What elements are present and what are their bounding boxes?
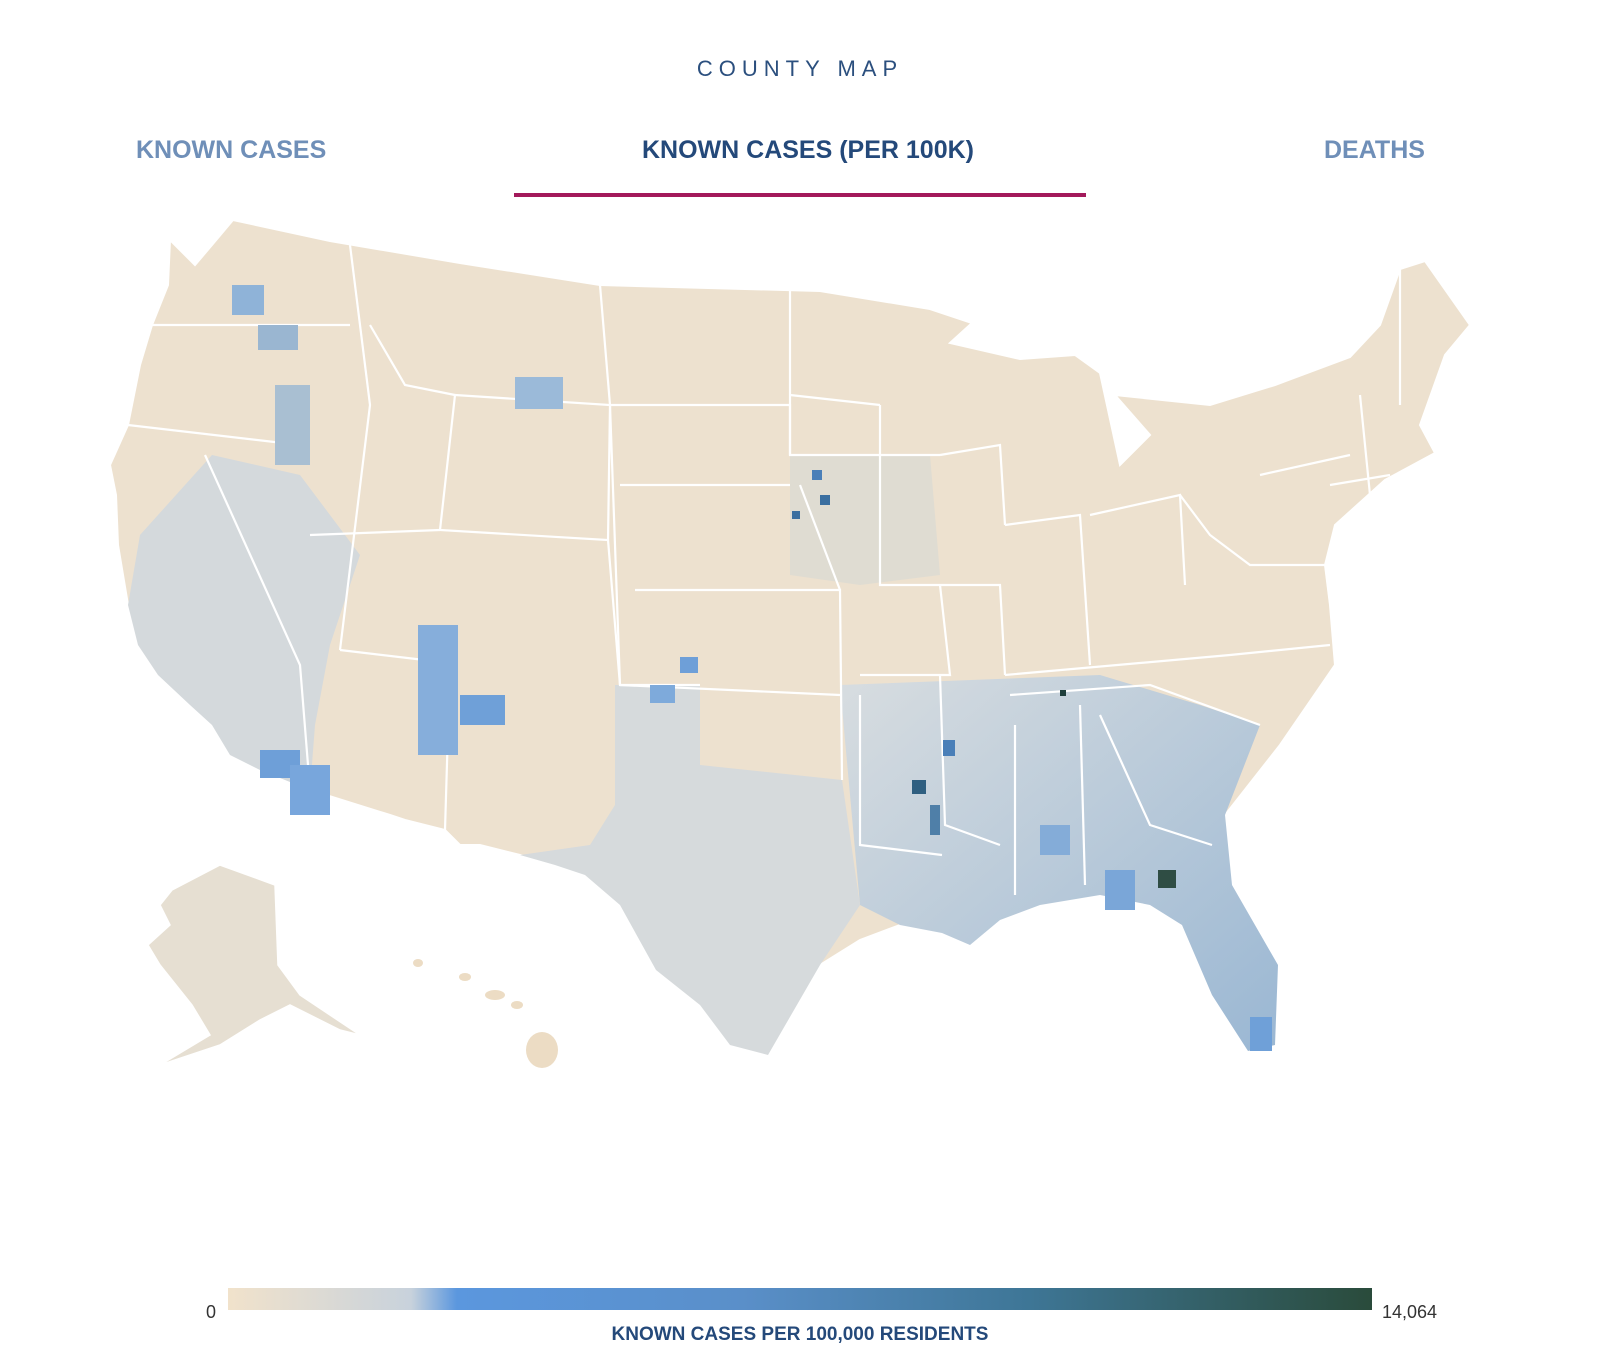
hawaii	[413, 959, 558, 1068]
legend-gradient-bar	[228, 1288, 1372, 1310]
us-county-map[interactable]	[100, 205, 1520, 1105]
region-texas	[520, 685, 860, 1055]
tab-known-cases[interactable]: KNOWN CASES	[136, 136, 327, 164]
legend-max-label: 14,064	[1382, 1302, 1438, 1322]
metric-tabs: KNOWN CASES KNOWN CASES (PER 100K) DEATH…	[0, 136, 1600, 200]
tab-known-cases-per-100k[interactable]: KNOWN CASES (PER 100K)	[642, 136, 974, 164]
county-highlights	[232, 285, 1272, 1051]
alaska	[147, 864, 361, 1066]
tab-deaths[interactable]: DEATHS	[1324, 136, 1425, 164]
page-title: COUNTY MAP	[696, 56, 904, 81]
active-tab-underline	[514, 193, 1086, 197]
region-southeast	[840, 675, 1278, 1051]
legend-min-label: 0	[206, 1302, 217, 1322]
legend-title: KNOWN CASES PER 100,000 RESIDENTS	[611, 1324, 989, 1345]
region-plains	[790, 455, 940, 585]
region-southwest	[128, 455, 360, 790]
color-legend: 0 14,064 KNOWN CASES PER 100,000 RESIDEN…	[0, 1288, 1600, 1345]
